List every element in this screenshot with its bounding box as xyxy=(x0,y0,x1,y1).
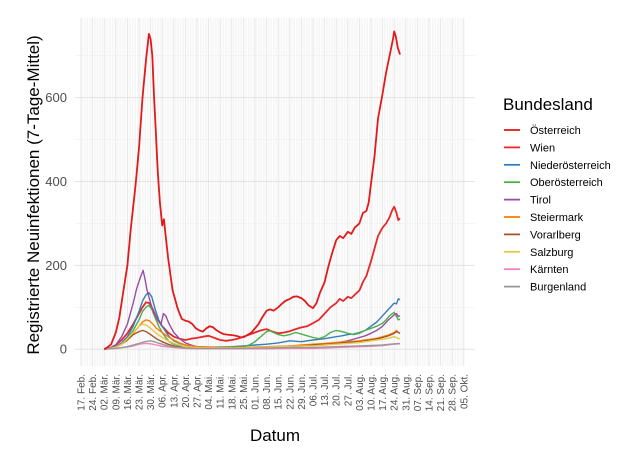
x-tick-label: 28. Sep. xyxy=(448,374,459,411)
y-tick-label: 600 xyxy=(45,90,67,105)
legend-label: Niederösterreich xyxy=(530,160,611,172)
y-tick-label: 200 xyxy=(45,258,67,273)
series-line-3 xyxy=(104,304,401,350)
x-tick-label: 01. Jun. xyxy=(251,374,262,410)
x-tick-label: 25. Mai. xyxy=(239,374,250,410)
series-line-9 xyxy=(104,340,401,350)
y-axis-ticks: 0 200 400 600 xyxy=(45,90,67,357)
x-tick-label: 17. Feb. xyxy=(77,374,88,411)
x-tick-label: 06. Apr. xyxy=(158,374,169,408)
x-tick-label: 21. Sep. xyxy=(436,374,447,411)
x-tick-label: 02. Mär. xyxy=(100,374,111,410)
x-tick-label: 15. Jun. xyxy=(274,374,285,410)
x-tick-label: 27. Apr. xyxy=(193,374,204,408)
legend-label: Kärnten xyxy=(530,264,569,276)
x-tick-label: 14. Sep. xyxy=(425,374,436,411)
x-axis-ticks: 17. Feb. 24. Feb. 02. Mär. 09. Mär. 16. Mär.… xyxy=(77,374,471,411)
legend-label: Tirol xyxy=(530,195,551,207)
x-tick-label: 13. Apr. xyxy=(169,374,180,408)
x-tick-label: 05. Okt. xyxy=(459,374,470,409)
series-lines xyxy=(103,30,401,351)
x-tick-label: 10. Aug. xyxy=(367,374,378,411)
x-tick-label: 30. Mär. xyxy=(146,374,157,410)
x-tick-label: 31. Aug. xyxy=(401,374,412,411)
legend-label: Oberösterreich xyxy=(530,177,603,189)
x-tick-label: 08. Jun. xyxy=(262,374,273,410)
x-tick-label: 20. Jul. xyxy=(332,374,343,406)
y-tick-label: 0 xyxy=(60,342,67,357)
x-tick-label: 03. Aug. xyxy=(355,374,366,411)
x-tick-label: 16. Mär. xyxy=(123,374,134,410)
x-tick-label: 24. Feb. xyxy=(88,374,99,411)
x-tick-label: 20. Apr. xyxy=(181,374,192,408)
x-tick-label: 22. Jun. xyxy=(285,374,296,410)
x-tick-label: 24. Aug. xyxy=(390,374,401,411)
x-tick-label: 07. Sep. xyxy=(413,374,424,411)
legend-title: Bundesland xyxy=(503,95,593,114)
legend: Bundesland Österreich Wien Niederösterreic… xyxy=(503,95,611,294)
legend-label: Vorarlberg xyxy=(530,229,581,241)
legend-label: Steiermark xyxy=(530,212,584,224)
x-tick-label: 23. Mär. xyxy=(135,374,146,410)
x-tick-label: 18. Mai. xyxy=(227,374,238,410)
x-tick-label: 29. Jun. xyxy=(297,374,308,410)
legend-label: Salzburg xyxy=(530,247,573,259)
y-tick-label: 400 xyxy=(45,174,67,189)
x-tick-label: 04. Mai. xyxy=(204,374,215,410)
legend-items: Österreich Wien Niederösterreich Oberösterr… xyxy=(504,125,611,294)
legend-label: Burgenland xyxy=(530,282,586,294)
x-tick-label: 06. Jul. xyxy=(309,374,320,406)
legend-label: Österreich xyxy=(530,125,581,137)
y-axis-title: Registrierte Neuinfektionen (7-Tage-Mitt… xyxy=(24,35,43,354)
x-tick-label: 09. Mär. xyxy=(111,374,122,410)
x-tick-label: 11. Mai. xyxy=(216,374,227,409)
legend-label: Wien xyxy=(530,142,555,154)
x-tick-label: 17. Aug. xyxy=(378,374,389,411)
x-axis-title: Datum xyxy=(250,426,300,445)
x-tick-label: 27. Jul. xyxy=(343,374,354,406)
x-tick-label: 13. Jul. xyxy=(320,374,331,406)
series-line-0 xyxy=(103,30,401,350)
